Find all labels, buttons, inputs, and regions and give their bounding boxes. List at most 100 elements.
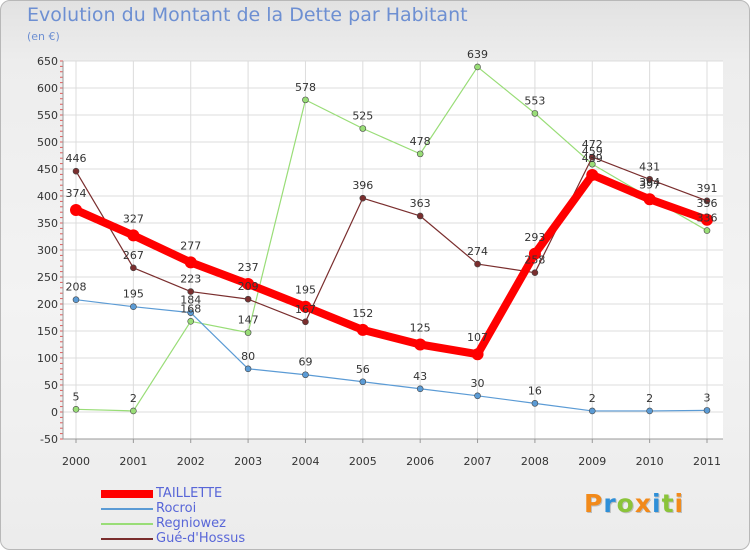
data-point-taillette — [299, 300, 312, 313]
data-label-regniowez: 525 — [352, 110, 373, 123]
data-label-regniowez: 578 — [295, 81, 316, 94]
data-label-regniowez: 2 — [130, 392, 137, 405]
data-point-taillette — [127, 229, 140, 242]
legend-label: Regniowez — [156, 516, 226, 531]
x-tick-label: 2007 — [464, 455, 492, 468]
data-label-taillette: 237 — [238, 261, 259, 274]
y-tick-label: 100 — [37, 352, 58, 365]
data-point-gu-d-hossus — [187, 288, 195, 295]
data-point-regniowez — [359, 125, 367, 132]
data-label-gu-d-hossus: 258 — [524, 254, 545, 267]
x-tick-label: 2009 — [578, 455, 606, 468]
data-point-gu-d-hossus — [646, 175, 653, 183]
data-point-gu-d-hossus — [359, 194, 367, 202]
data-label-regniowez: 478 — [410, 135, 431, 148]
y-tick-label: 300 — [37, 244, 58, 257]
y-tick-label: 600 — [37, 82, 58, 95]
data-point-regniowez — [72, 405, 80, 413]
data-point-regniowez — [474, 63, 481, 71]
data-point-gu-d-hossus — [72, 167, 80, 175]
data-label-gu-d-hossus: 472 — [582, 138, 603, 151]
data-point-taillette — [70, 204, 82, 217]
data-label-gu-d-hossus: 223 — [180, 273, 201, 286]
data-label-regniowez: 5 — [73, 390, 80, 403]
data-label-gu-d-hossus: 209 — [238, 280, 259, 293]
data-point-gu-d-hossus — [703, 197, 711, 205]
data-point-rocroi — [302, 371, 309, 379]
legend-swatch — [101, 490, 153, 498]
data-label-taillette: 152 — [352, 307, 373, 320]
data-label-rocroi: 43 — [413, 370, 427, 383]
data-point-regniowez — [531, 110, 539, 117]
x-tick-label: 2001 — [119, 455, 147, 468]
legend-label: Rocroi — [156, 501, 197, 516]
data-label-taillette: 125 — [410, 322, 431, 335]
data-point-regniowez — [130, 407, 137, 415]
y-tick-label: 550 — [37, 109, 58, 122]
proxiti-logo: Proxiti — [584, 489, 685, 518]
x-tick-label: 2003 — [234, 455, 262, 468]
data-label-rocroi: 56 — [356, 363, 370, 376]
data-label-rocroi: 2 — [589, 392, 596, 405]
data-label-regniowez: 397 — [639, 179, 660, 192]
data-label-rocroi: 208 — [66, 281, 87, 294]
data-label-regniowez: 459 — [582, 145, 603, 158]
data-label-gu-d-hossus: 363 — [410, 197, 431, 210]
y-tick-label: 350 — [37, 217, 58, 230]
data-label-gu-d-hossus: 431 — [639, 160, 660, 173]
data-label-rocroi: 80 — [241, 350, 255, 363]
data-label-rocroi: 16 — [528, 384, 542, 397]
data-label-regniowez: 553 — [524, 94, 545, 107]
data-label-taillette: 107 — [467, 331, 488, 344]
data-point-regniowez — [244, 329, 252, 336]
data-point-gu-d-hossus — [474, 260, 481, 268]
data-label-taillette: 394 — [639, 176, 660, 189]
data-label-rocroi: 30 — [471, 377, 485, 390]
data-label-gu-d-hossus: 396 — [352, 179, 373, 192]
data-point-taillette — [471, 348, 484, 361]
data-point-taillette — [414, 338, 427, 351]
data-point-rocroi — [359, 378, 367, 386]
data-label-gu-d-hossus: 167 — [295, 303, 316, 316]
series-line-regniowez — [75, 66, 708, 412]
y-tick-label: 650 — [37, 55, 58, 68]
data-point-rocroi — [531, 400, 539, 407]
x-tick-label: 2000 — [62, 455, 90, 468]
data-point-rocroi — [646, 407, 653, 415]
y-tick-label: 500 — [37, 136, 58, 149]
data-point-rocroi — [72, 296, 80, 303]
data-point-gu-d-hossus — [244, 295, 252, 303]
data-point-rocroi — [474, 392, 481, 400]
data-label-taillette: 277 — [180, 239, 201, 252]
data-label-taillette: 439 — [582, 152, 603, 165]
legend-label: TAILLETTE — [156, 486, 223, 501]
data-point-taillette — [701, 213, 713, 226]
data-point-gu-d-hossus — [130, 264, 137, 272]
data-label-gu-d-hossus: 391 — [697, 182, 718, 195]
series-line-gu-d-hossus — [75, 156, 708, 323]
series-line-rocroi — [75, 299, 708, 412]
data-point-rocroi — [187, 309, 195, 316]
data-point-rocroi — [703, 407, 711, 414]
data-label-rocroi: 2 — [646, 392, 653, 405]
x-tick-label: 2011 — [693, 455, 721, 468]
data-point-gu-d-hossus — [416, 212, 424, 220]
data-point-taillette — [356, 323, 369, 336]
chart-title: Evolution du Montant de la Dette par Hab… — [27, 4, 468, 26]
data-point-rocroi — [588, 407, 596, 415]
data-point-rocroi — [416, 385, 424, 393]
legend-swatch — [101, 508, 153, 510]
data-point-gu-d-hossus — [302, 318, 309, 326]
y-tick-label: -50 — [40, 433, 58, 446]
data-label-taillette: 195 — [295, 284, 316, 297]
y-tick-label: 250 — [37, 271, 58, 284]
data-point-taillette — [528, 247, 541, 260]
legend-label: Gué-d'Hossus — [156, 531, 246, 546]
x-tick-label: 2010 — [636, 455, 664, 468]
data-label-regniowez: 639 — [467, 48, 488, 61]
data-point-gu-d-hossus — [531, 269, 539, 276]
data-label-taillette: 374 — [66, 187, 87, 200]
data-label-rocroi: 3 — [704, 391, 711, 404]
data-point-taillette — [184, 256, 197, 269]
data-label-gu-d-hossus: 267 — [123, 249, 144, 262]
